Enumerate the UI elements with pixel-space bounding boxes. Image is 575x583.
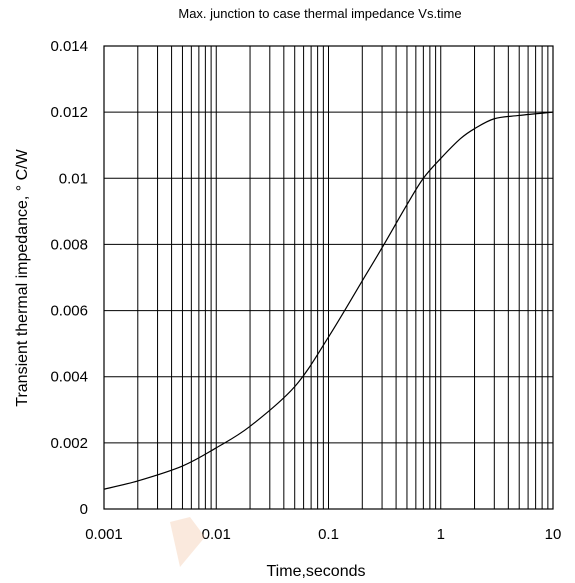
y-tick-label: 0 [80,501,88,518]
series-line [103,111,554,490]
plot-frame [103,45,554,510]
y-tick-label: 0.006 [50,303,88,320]
y-tick-label: 0.01 [59,170,88,187]
y-tick-label: 0.008 [50,236,88,253]
y-tick-label: 0.004 [50,369,88,386]
x-tick-label: 1 [437,526,445,543]
chart-title: Max. junction to case thermal impedance … [178,6,461,21]
y-tick-labels: 0 0.002 0.004 0.006 0.008 0.01 0.012 0.014 [50,38,88,518]
x-axis-label: Time,seconds [267,563,366,580]
x-tick-label: 0.01 [202,526,231,543]
x-tick-label: 10 [545,526,562,543]
x-tick-labels: 0.001 0.01 0.1 1 10 [85,526,561,543]
y-tick-label: 0.012 [50,104,88,121]
y-axis-label: Transient thermal impedance, ° C/W [14,148,31,406]
watermark-logo [170,517,205,567]
y-tick-label: 0.014 [50,38,88,55]
grid [103,45,553,510]
x-tick-label: 0.1 [318,526,339,543]
y-tick-label: 0.002 [50,435,88,452]
x-tick-label: 0.001 [85,526,123,543]
